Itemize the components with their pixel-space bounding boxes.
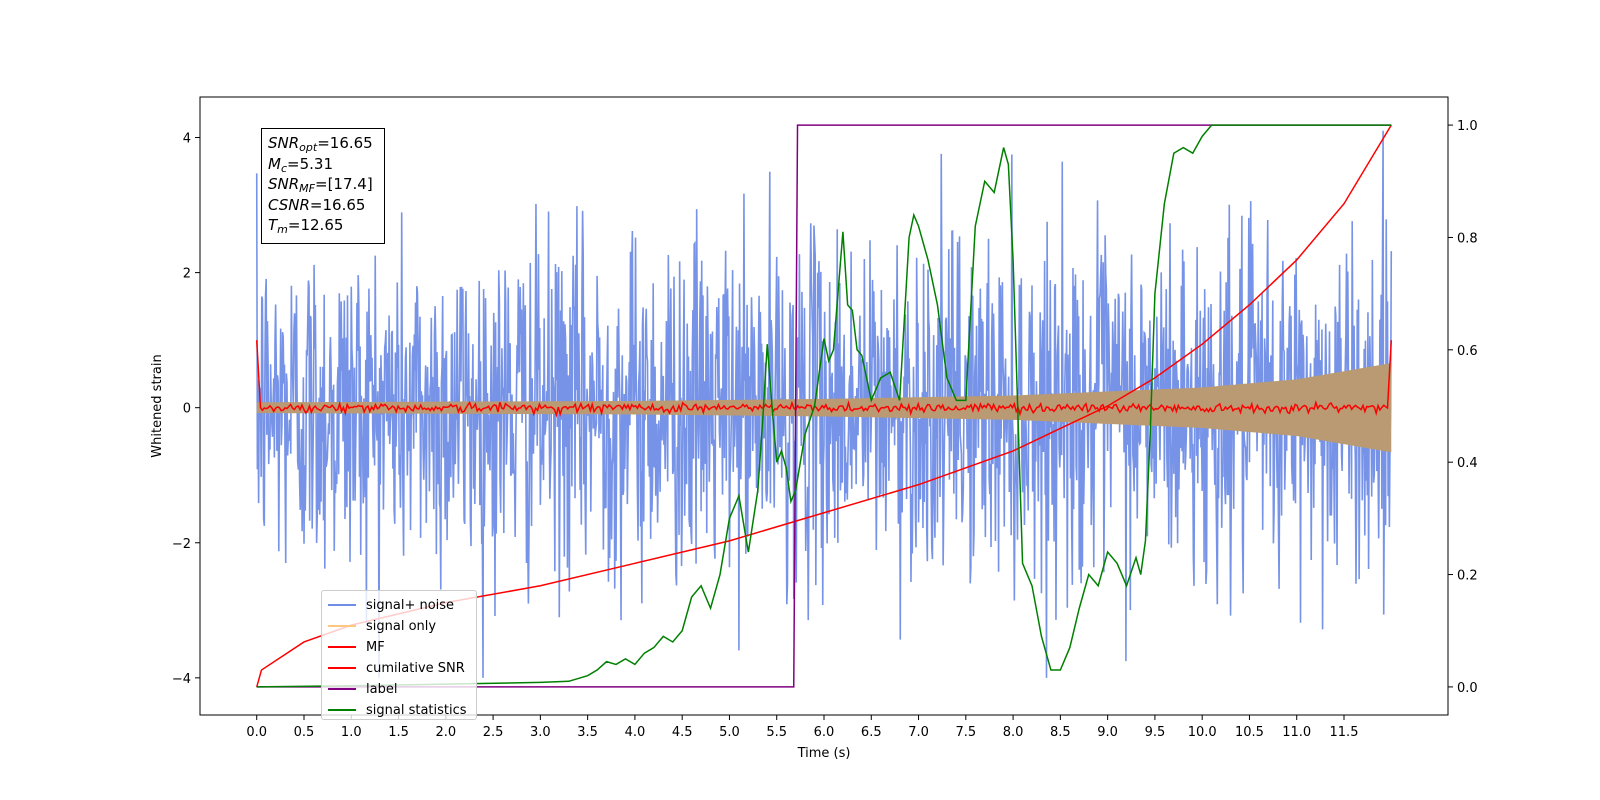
plot-area (255, 124, 1393, 688)
legend: signal+ noise signal only MF cumilative … (321, 590, 477, 720)
legend-swatch (328, 604, 356, 606)
x-tick-label: 0.5 (294, 725, 315, 740)
legend-swatch (328, 709, 356, 711)
y2-tick-label: 0.4 (1457, 456, 1478, 471)
x-tick-label: 4.0 (625, 725, 646, 740)
legend-label: cumilative SNR (366, 660, 465, 676)
x-tick-label: 5.5 (766, 725, 787, 740)
label-series (256, 124, 1392, 688)
x-tick-label: 3.5 (577, 725, 598, 740)
x-tick-label: 3.0 (530, 725, 551, 740)
x-tick-label: 2.0 (435, 725, 456, 740)
legend-label: signal+ noise (366, 597, 455, 613)
legend-label: MF (366, 639, 385, 655)
x-tick-label: 11.0 (1282, 725, 1311, 740)
tm-line: Tm=12.65 (268, 216, 344, 236)
x-tick-label: 10.5 (1235, 725, 1264, 740)
legend-item-cumulative-snr: cumilative SNR (328, 659, 465, 677)
legend-swatch (328, 667, 356, 669)
signal-statistics-series (256, 124, 1392, 688)
legend-item-label: label (328, 680, 397, 698)
legend-label: signal statistics (366, 702, 467, 718)
x-tick-label: 7.0 (908, 725, 929, 740)
legend-swatch (328, 625, 356, 627)
x-axis-label: Time (s) (797, 746, 851, 761)
y-tick-label: 0 (183, 402, 191, 417)
legend-item-mf: MF (328, 638, 385, 656)
x-tick-label: 8.0 (1003, 725, 1024, 740)
snr-mf-line: SNRMF=[17.4] (268, 175, 373, 195)
x-tick-label: 7.5 (955, 725, 976, 740)
x-tick-label: 6.5 (861, 725, 882, 740)
y2-tick-label: 1.0 (1457, 119, 1478, 134)
x-tick-label: 9.5 (1145, 725, 1166, 740)
y2-tick-label: 0.0 (1457, 681, 1478, 696)
ticks: 0.0 0.5 1.0 1.5 2.0 2.5 3.0 3.5 4.0 4.5 5.0 5.5 6.0 6… (172, 119, 1478, 740)
legend-item-signal-statistics: signal statistics (328, 701, 467, 719)
x-tick-label: 8.5 (1050, 725, 1071, 740)
y-tick-label: −2 (172, 537, 191, 552)
legend-item-signal-noise: signal+ noise (328, 596, 454, 614)
x-tick-label: 0.0 (246, 725, 267, 740)
legend-item-signal-only: signal only (328, 617, 436, 635)
csnr-line: CSNR=16.65 (268, 195, 366, 214)
x-tick-label: 10.0 (1188, 725, 1217, 740)
legend-swatch (328, 688, 356, 690)
stats-annotation-box: SNRopt=16.65 Mc=5.31 SNRMF=[17.4] CSNR=1… (261, 128, 385, 244)
x-tick-label: 5.0 (719, 725, 740, 740)
legend-label: label (366, 681, 398, 697)
y-tick-label: 2 (183, 267, 191, 282)
y2-tick-label: 0.8 (1457, 231, 1478, 246)
y-tick-label: −4 (172, 672, 191, 687)
y-axis-label: Whitened strain (150, 354, 165, 457)
x-tick-label: 6.0 (814, 725, 835, 740)
x-tick-label: 1.0 (341, 725, 362, 740)
signal-noise-series (255, 130, 1393, 678)
y-tick-label: 4 (183, 132, 191, 147)
legend-swatch (328, 646, 356, 648)
x-tick-label: 1.5 (388, 725, 409, 740)
mc-line: Mc=5.31 (268, 154, 333, 175)
legend-label: signal only (366, 618, 437, 634)
x-tick-label: 9.0 (1097, 725, 1118, 740)
y2-tick-label: 0.6 (1457, 344, 1478, 359)
x-tick-label: 4.5 (672, 725, 693, 740)
x-tick-label: 2.5 (483, 725, 504, 740)
mf-series (255, 340, 1393, 418)
snr-opt-line: SNRopt=16.65 (268, 134, 373, 154)
y2-tick-label: 0.2 (1457, 569, 1478, 584)
x-tick-label: 11.5 (1330, 725, 1359, 740)
